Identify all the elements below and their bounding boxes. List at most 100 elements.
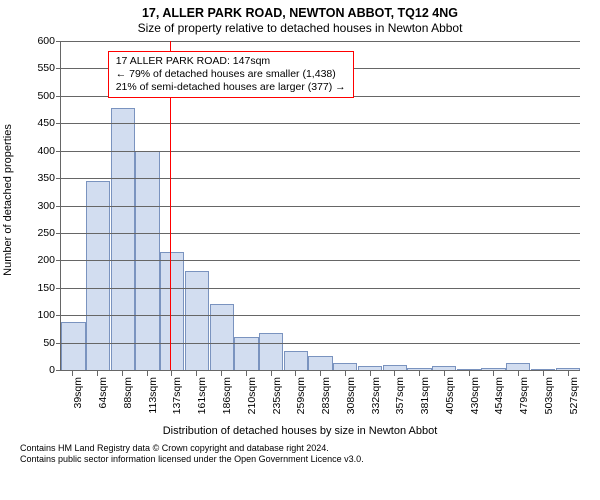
gridline <box>61 260 580 261</box>
gridline <box>61 315 580 316</box>
annotation-line2: ← 79% of detached houses are smaller (1,… <box>116 68 346 81</box>
x-tick: 381sqm <box>407 371 432 423</box>
x-tick: 113sqm <box>134 371 159 423</box>
x-tick-label: 357sqm <box>394 377 406 414</box>
footer-line2: Contains public sector information licen… <box>20 454 590 465</box>
x-tick-label: 235sqm <box>271 377 283 414</box>
y-tick-mark <box>56 178 61 179</box>
annotation-box: 17 ALLER PARK ROAD: 147sqm ← 79% of deta… <box>108 51 354 98</box>
x-tick: 405sqm <box>431 371 456 423</box>
chart-area: 17 ALLER PARK ROAD: 147sqm ← 79% of deta… <box>60 41 580 423</box>
y-tick-mark <box>56 343 61 344</box>
x-tick-mark <box>568 371 569 376</box>
x-tick-label: 381sqm <box>419 377 431 414</box>
y-tick-mark <box>56 206 61 207</box>
x-tick-mark <box>196 371 197 376</box>
x-tick: 39sqm <box>60 371 85 423</box>
y-tick-mark <box>56 151 61 152</box>
x-tick: 259sqm <box>283 371 308 423</box>
x-ticks: 39sqm64sqm 88sqm 113sqm 137sqm 161sqm 186sqm 2… <box>60 371 580 423</box>
gridline <box>61 123 580 124</box>
x-tick-label: 405sqm <box>444 377 456 414</box>
y-axis-label: Number of detached properties <box>2 124 14 276</box>
x-tick: 527sqm <box>555 371 580 423</box>
x-tick-mark <box>419 371 420 376</box>
x-tick-mark <box>246 371 247 376</box>
x-tick-label: 479sqm <box>518 377 530 414</box>
x-tick: 454sqm <box>481 371 506 423</box>
x-tick-mark <box>518 371 519 376</box>
plot-region: 17 ALLER PARK ROAD: 147sqm ← 79% of deta… <box>60 41 580 371</box>
x-tick: 479sqm <box>506 371 531 423</box>
x-tick: 283sqm <box>308 371 333 423</box>
gridline <box>61 151 580 152</box>
x-tick-label: 186sqm <box>221 377 233 414</box>
histogram-bar <box>185 271 209 370</box>
y-tick-mark <box>56 123 61 124</box>
x-tick-label: 308sqm <box>345 377 357 414</box>
x-axis-label: Distribution of detached houses by size … <box>10 425 590 437</box>
x-tick-label: 527sqm <box>568 377 580 414</box>
x-tick: 235sqm <box>258 371 283 423</box>
x-tick-label: 161sqm <box>196 377 208 414</box>
x-tick-mark <box>97 371 98 376</box>
x-tick: 137sqm <box>159 371 184 423</box>
x-tick-mark <box>444 371 445 376</box>
x-tick-label: 210sqm <box>246 377 258 414</box>
x-tick: 64sqm <box>85 371 110 423</box>
x-tick: 503sqm <box>531 371 556 423</box>
gridline <box>61 288 580 289</box>
y-tick-mark <box>56 68 61 69</box>
x-tick: 332sqm <box>357 371 382 423</box>
x-tick-label: 88sqm <box>122 377 134 409</box>
x-tick: 308sqm <box>332 371 357 423</box>
x-tick-mark <box>345 371 346 376</box>
x-tick-mark <box>271 371 272 376</box>
x-tick-label: 113sqm <box>147 377 159 414</box>
histogram-bar <box>333 363 357 370</box>
x-tick-label: 332sqm <box>370 377 382 414</box>
x-tick: 210sqm <box>233 371 258 423</box>
y-tick-mark <box>56 288 61 289</box>
histogram-bar <box>111 108 135 370</box>
y-tick-mark <box>56 315 61 316</box>
y-tick-mark <box>56 233 61 234</box>
x-tick-label: 39sqm <box>72 377 84 409</box>
x-tick-mark <box>370 371 371 376</box>
x-tick-label: 454sqm <box>493 377 505 414</box>
x-tick-mark <box>543 371 544 376</box>
footer-line1: Contains HM Land Registry data © Crown c… <box>20 443 590 454</box>
chart-title: 17, ALLER PARK ROAD, NEWTON ABBOT, TQ12 … <box>10 6 590 20</box>
x-tick-mark <box>147 371 148 376</box>
x-tick-mark <box>122 371 123 376</box>
histogram-bar <box>61 322 85 370</box>
x-tick: 88sqm <box>110 371 135 423</box>
histogram-bar <box>308 356 332 370</box>
footer: Contains HM Land Registry data © Crown c… <box>20 443 590 466</box>
x-tick-mark <box>72 371 73 376</box>
x-tick-mark <box>320 371 321 376</box>
histogram-bar <box>284 351 308 370</box>
x-tick-mark <box>394 371 395 376</box>
annotation-line1: 17 ALLER PARK ROAD: 147sqm <box>116 55 346 68</box>
x-tick-mark <box>221 371 222 376</box>
y-tick-mark <box>56 260 61 261</box>
gridline <box>61 233 580 234</box>
gridline <box>61 206 580 207</box>
y-tick-mark <box>56 41 61 42</box>
y-tick-mark <box>56 96 61 97</box>
gridline <box>61 343 580 344</box>
histogram-bar <box>506 363 530 370</box>
histogram-bar <box>259 333 283 370</box>
x-tick-label: 259sqm <box>295 377 307 414</box>
gridline <box>61 41 580 42</box>
x-tick-mark <box>171 371 172 376</box>
x-tick-label: 283sqm <box>320 377 332 414</box>
annotation-line3: 21% of semi-detached houses are larger (… <box>116 81 346 94</box>
x-tick: 161sqm <box>184 371 209 423</box>
x-tick-label: 137sqm <box>171 377 183 414</box>
chart-subtitle: Size of property relative to detached ho… <box>10 21 590 35</box>
x-tick-mark <box>469 371 470 376</box>
x-tick: 430sqm <box>456 371 481 423</box>
x-tick: 357sqm <box>382 371 407 423</box>
